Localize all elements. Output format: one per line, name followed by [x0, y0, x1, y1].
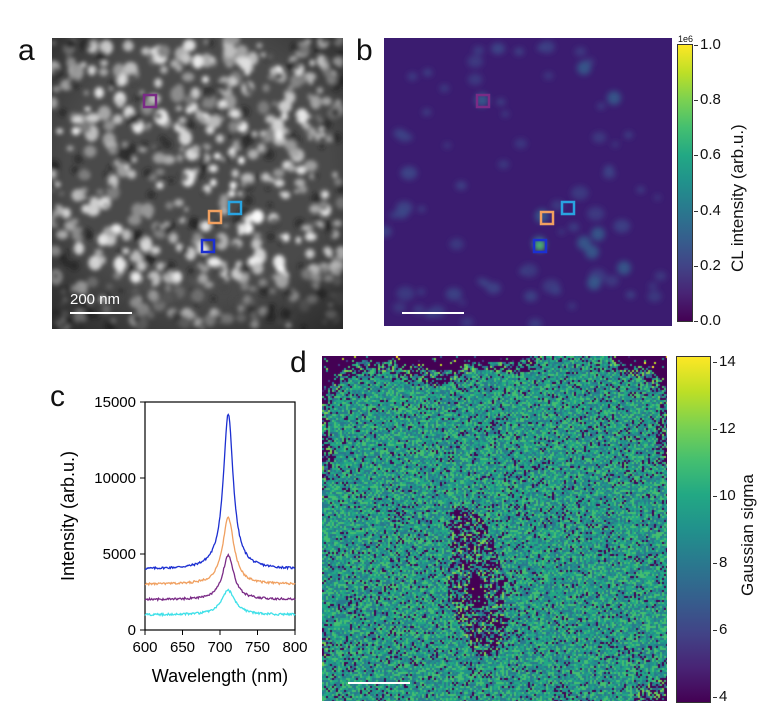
- x-axis-label: Wavelength (nm): [152, 666, 288, 686]
- colorbar-b-tick-label: 0.2: [700, 256, 721, 274]
- colorbar-b-title: CL intensity (arb.u.): [728, 124, 747, 272]
- colorbar-d-tick: [713, 496, 717, 497]
- colorbar-b-tick-label: 0.6: [700, 146, 721, 164]
- panel-letter-b: b: [356, 34, 373, 67]
- marker-a-cyan: [227, 200, 243, 216]
- colorbar-b-tick-label: 0.4: [700, 201, 721, 219]
- x-tick-label: 750: [245, 639, 270, 656]
- colorbar-b-tick: [694, 321, 698, 322]
- series-line-0: [144, 413, 296, 571]
- y-tick-label: 0: [128, 622, 136, 639]
- marker-b-cyan: [560, 200, 576, 216]
- marker-a-orange: [207, 209, 223, 225]
- marker-b-blue: [532, 238, 548, 254]
- x-tick-label: 600: [132, 639, 157, 656]
- scalebar-b: [402, 312, 464, 314]
- colorbar-d-tick: [713, 697, 717, 698]
- y-tick-label: 10000: [94, 470, 136, 487]
- marker-a-blue: [200, 238, 216, 254]
- colorbar-d-tick-label: 10: [719, 487, 736, 504]
- colorbar-b-tick-label: 1.0: [700, 36, 721, 53]
- panel-letter-d: d: [290, 346, 307, 379]
- colorbar-b-tick: [694, 155, 698, 157]
- colorbar-b-tick: [694, 210, 698, 212]
- sem-image-canvas: [46, 33, 349, 332]
- colorbar-b-tick: [694, 100, 698, 102]
- scalebar-d: [348, 682, 410, 684]
- series-line-2: [144, 552, 296, 602]
- colorbar-d-tick: [713, 563, 717, 564]
- colorbar-d-tick-label: 14: [719, 353, 736, 370]
- colorbar-d-tick-label: 4: [719, 688, 728, 705]
- colorbar-b-tick-label: 0.8: [700, 91, 721, 109]
- y-tick-label: 15000: [94, 394, 136, 411]
- colorbar-b-tick: [694, 45, 698, 46]
- spectra-chart: 600 650 700 750 800 0 5000 10000 15000 Wavelengt…: [58, 394, 308, 686]
- colorbar-d-tick-label: 6: [719, 621, 728, 638]
- series-line-1: [144, 516, 296, 587]
- panel-b-cl-map: [377, 38, 672, 330]
- cl-map-canvas: [377, 38, 672, 330]
- x-tick-label: 650: [170, 639, 195, 656]
- scalebar-a-label: 200 nm: [70, 291, 121, 308]
- marker-b-purple: [475, 93, 491, 109]
- y-tick-label: 5000: [103, 546, 136, 563]
- x-tick-label: 700: [207, 639, 232, 656]
- colorbar-b-tick: [694, 265, 698, 267]
- colorbar-d-tick: [713, 630, 717, 631]
- colorbar-d-tick: [713, 362, 717, 363]
- colorbar-d: [676, 356, 711, 703]
- panel-a-sem-image: 200 nm: [46, 33, 349, 332]
- colorbar-d-tick: [713, 429, 717, 430]
- colorbar-d-tick-label: 12: [719, 420, 736, 437]
- marker-a-purple: [142, 93, 158, 109]
- panel-d-sigma-map: [322, 356, 667, 701]
- marker-b-orange: [539, 210, 555, 226]
- panel-letter-c: c: [50, 380, 65, 413]
- colorbar-b: [677, 44, 693, 322]
- colorbar-d-title: Gaussian sigma: [738, 474, 757, 596]
- colorbar-b-exponent: 1e6: [678, 34, 694, 44]
- x-tick-label: 800: [282, 639, 307, 656]
- panel-letter-a: a: [18, 34, 35, 67]
- scalebar-a: [70, 312, 132, 314]
- colorbar-d-tick-label: 8: [719, 554, 728, 571]
- series-line-3: [144, 588, 296, 618]
- colorbar-b-tick-label: 0.0: [700, 312, 721, 329]
- sigma-map-canvas: [322, 356, 667, 701]
- y-axis-label: Intensity (arb.u.): [58, 451, 78, 581]
